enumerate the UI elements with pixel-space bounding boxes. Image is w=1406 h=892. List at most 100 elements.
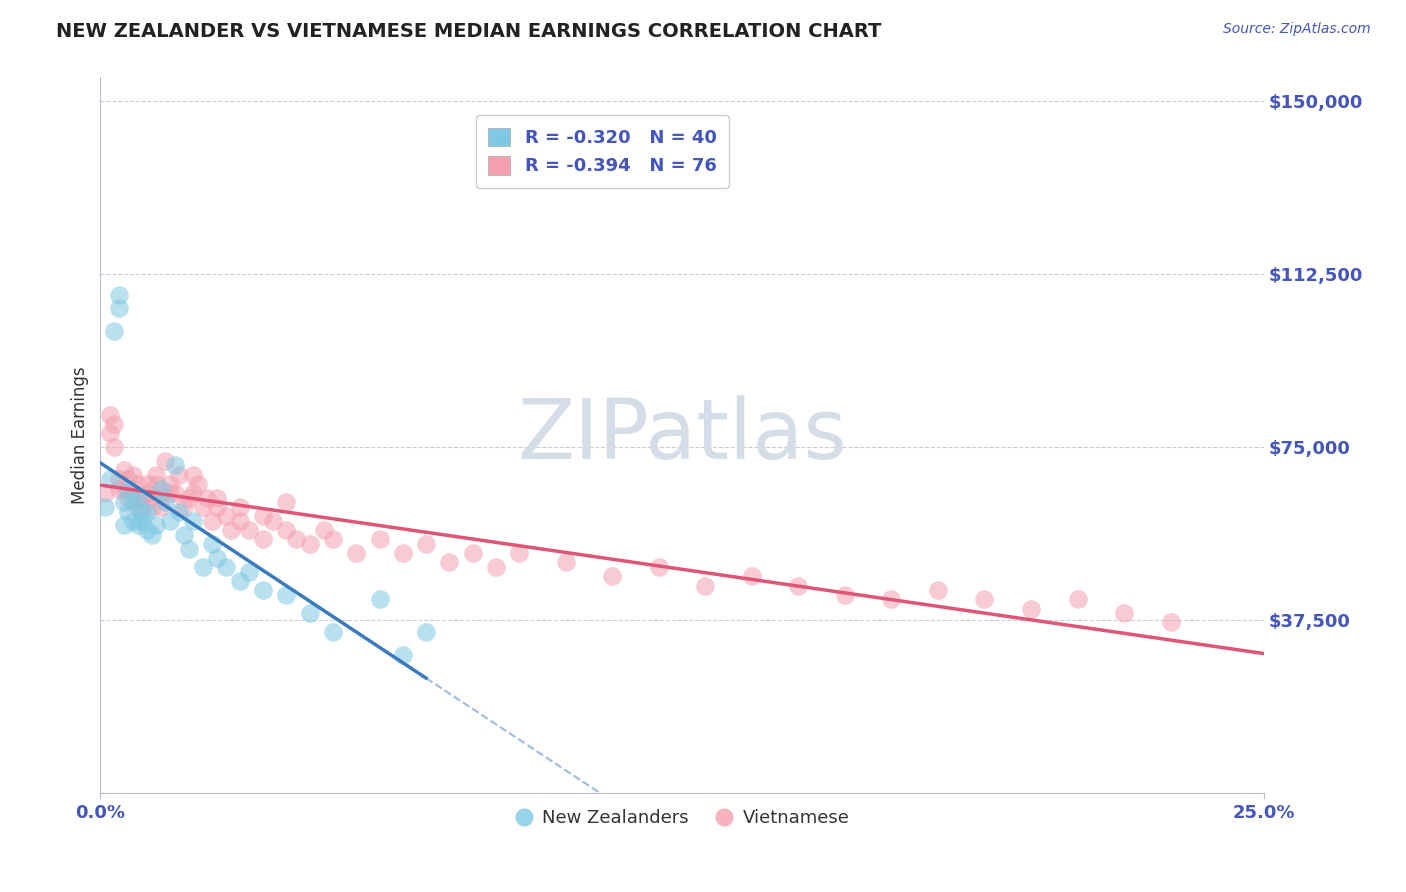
Point bbox=[1160, 615, 1182, 630]
Legend: New Zealanders, Vietnamese: New Zealanders, Vietnamese bbox=[508, 802, 856, 834]
Point bbox=[415, 624, 437, 639]
Point bbox=[108, 472, 131, 486]
Point bbox=[122, 514, 145, 528]
Point bbox=[252, 583, 274, 598]
Point bbox=[112, 482, 135, 496]
Point bbox=[127, 518, 149, 533]
Point bbox=[205, 550, 228, 565]
Point bbox=[145, 476, 167, 491]
Point bbox=[145, 467, 167, 482]
Point bbox=[322, 533, 344, 547]
Point bbox=[149, 500, 172, 514]
Point bbox=[439, 556, 461, 570]
Point bbox=[600, 569, 623, 583]
Point bbox=[368, 533, 391, 547]
Point bbox=[508, 546, 530, 560]
Point bbox=[461, 546, 484, 560]
Point bbox=[880, 592, 903, 607]
Point bbox=[554, 556, 576, 570]
Point bbox=[98, 408, 121, 422]
Point bbox=[135, 486, 157, 500]
Point bbox=[159, 514, 181, 528]
Point bbox=[205, 500, 228, 514]
Point bbox=[145, 518, 167, 533]
Point bbox=[103, 440, 125, 454]
Point bbox=[183, 467, 205, 482]
Point bbox=[94, 486, 117, 500]
Point bbox=[159, 486, 181, 500]
Point bbox=[276, 523, 298, 537]
Point bbox=[131, 514, 153, 528]
Point bbox=[229, 514, 252, 528]
Point bbox=[298, 537, 321, 551]
Point bbox=[741, 569, 763, 583]
Point bbox=[1019, 601, 1042, 615]
Point bbox=[112, 463, 135, 477]
Point bbox=[122, 495, 145, 509]
Point bbox=[127, 491, 149, 505]
Point bbox=[191, 560, 214, 574]
Point bbox=[135, 476, 157, 491]
Point bbox=[122, 467, 145, 482]
Point bbox=[973, 592, 995, 607]
Point bbox=[141, 491, 163, 505]
Point bbox=[103, 325, 125, 339]
Y-axis label: Median Earnings: Median Earnings bbox=[72, 367, 89, 504]
Text: ZIPatlas: ZIPatlas bbox=[517, 395, 846, 476]
Point bbox=[112, 518, 135, 533]
Point bbox=[155, 454, 177, 468]
Point bbox=[169, 467, 191, 482]
Point bbox=[131, 505, 153, 519]
Point bbox=[201, 537, 224, 551]
Point bbox=[149, 486, 172, 500]
Point bbox=[219, 523, 242, 537]
Point bbox=[415, 537, 437, 551]
Point bbox=[163, 486, 186, 500]
Point bbox=[135, 523, 157, 537]
Point bbox=[368, 592, 391, 607]
Point bbox=[262, 514, 284, 528]
Point bbox=[1112, 606, 1135, 620]
Point bbox=[117, 505, 139, 519]
Point bbox=[117, 482, 139, 496]
Point bbox=[149, 482, 172, 496]
Point bbox=[787, 578, 810, 592]
Point bbox=[322, 624, 344, 639]
Point bbox=[141, 500, 163, 514]
Point bbox=[163, 458, 186, 473]
Point bbox=[141, 527, 163, 541]
Point bbox=[298, 606, 321, 620]
Point bbox=[173, 527, 195, 541]
Point bbox=[155, 495, 177, 509]
Point bbox=[312, 523, 335, 537]
Point bbox=[98, 426, 121, 441]
Point bbox=[103, 417, 125, 431]
Point bbox=[276, 495, 298, 509]
Point bbox=[695, 578, 717, 592]
Point bbox=[112, 495, 135, 509]
Point bbox=[344, 546, 367, 560]
Text: Source: ZipAtlas.com: Source: ZipAtlas.com bbox=[1223, 22, 1371, 37]
Point bbox=[108, 301, 131, 316]
Point bbox=[177, 491, 200, 505]
Point bbox=[183, 514, 205, 528]
Point bbox=[94, 500, 117, 514]
Point bbox=[117, 472, 139, 486]
Point bbox=[187, 476, 209, 491]
Point bbox=[122, 486, 145, 500]
Point bbox=[276, 588, 298, 602]
Point bbox=[391, 648, 413, 662]
Point bbox=[173, 500, 195, 514]
Point bbox=[238, 523, 260, 537]
Point bbox=[391, 546, 413, 560]
Point bbox=[201, 514, 224, 528]
Point bbox=[215, 560, 238, 574]
Point bbox=[127, 476, 149, 491]
Point bbox=[648, 560, 671, 574]
Point bbox=[108, 287, 131, 301]
Point bbox=[108, 482, 131, 496]
Point bbox=[205, 491, 228, 505]
Point bbox=[215, 509, 238, 524]
Point bbox=[169, 505, 191, 519]
Point bbox=[135, 505, 157, 519]
